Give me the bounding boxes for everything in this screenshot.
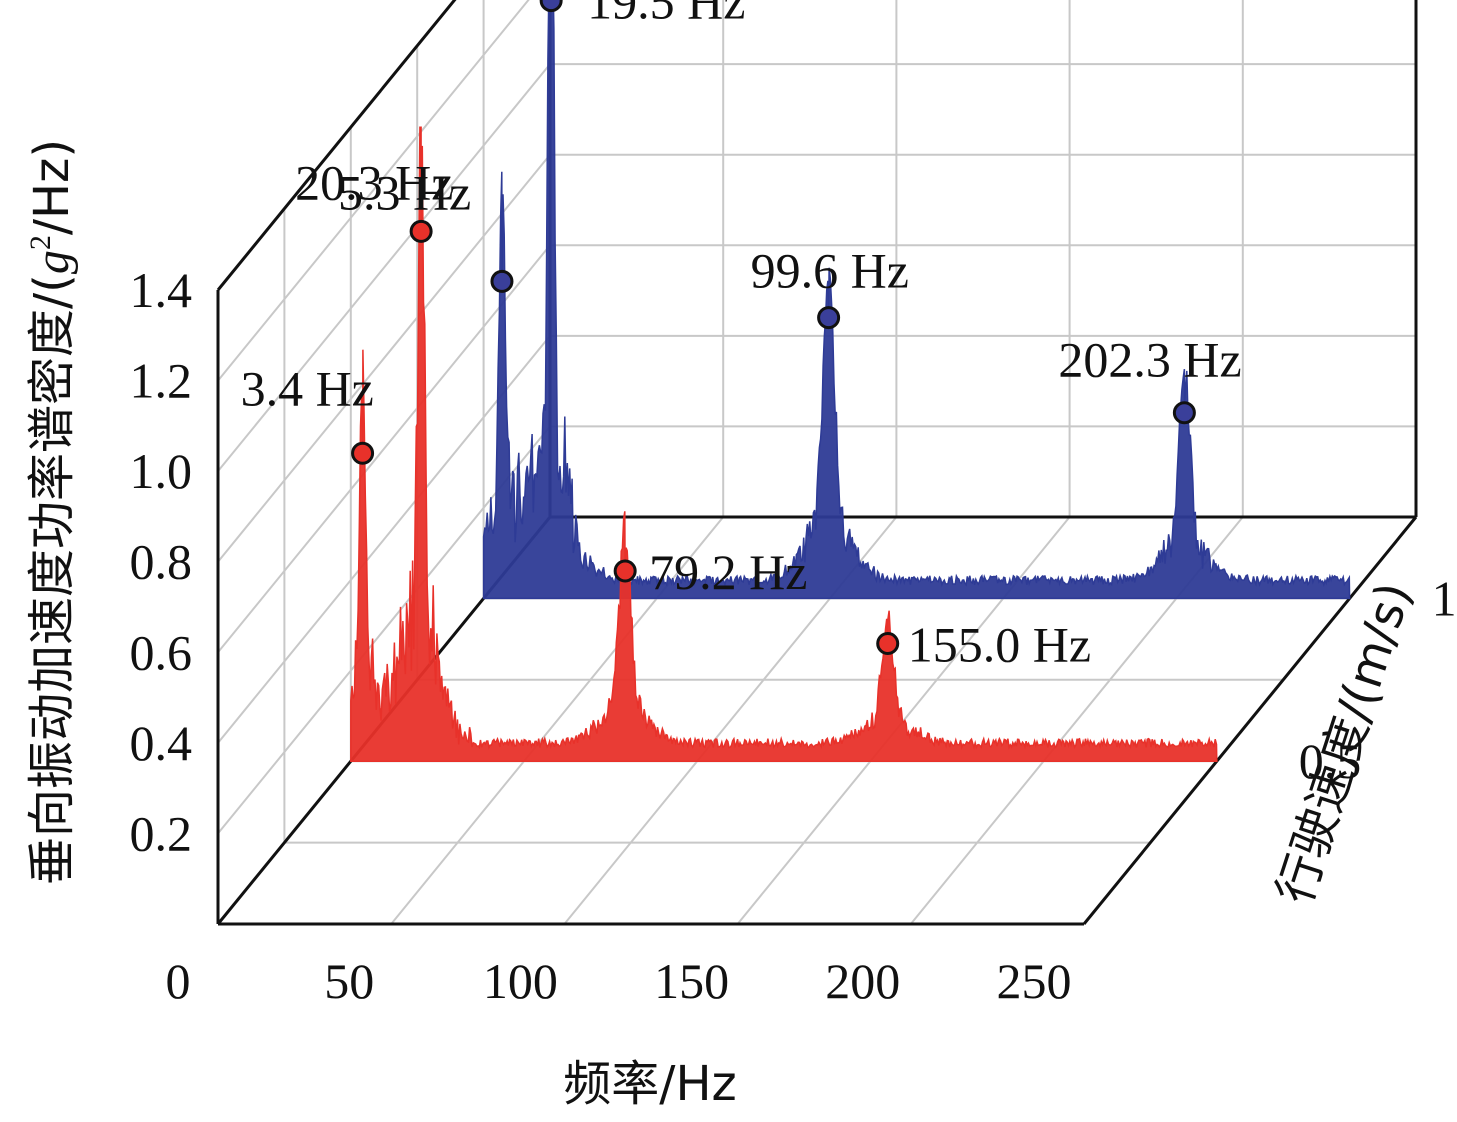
y-tick-label: 0.6 [130,624,193,680]
axes-frame [216,0,1418,926]
y-axis-title-suffix: /Hz) [24,139,80,235]
y-axis-title: 垂向振动加速度功率谱密度/(g2/Hz) [24,139,80,885]
peak-marker [613,559,637,583]
x-gridline [736,0,1071,925]
x-tick-label: 0 [166,953,191,1009]
y-tick-label: 1.4 [130,262,193,318]
y-tick-label: 1.0 [130,443,193,499]
y-axis-title-sup: 2 [24,235,57,250]
y-tick-label: 0.8 [130,534,193,590]
z-tick-label: 0.5 [1299,733,1362,789]
x-gridline [1083,0,1417,925]
frame-edge [1082,516,1418,925]
peak-label: 155.0 Hz [908,616,1091,672]
y-tick-label: 0.4 [130,715,193,771]
x-tick-label: 100 [483,953,558,1009]
y-tick-label: 1.2 [130,353,193,409]
series-layer [350,0,1351,762]
peak-label: 19.5 Hz [587,0,745,30]
y-tick-label: 0.2 [130,805,193,861]
y-axis-title-prefix: 垂向振动加速度功率谱密度/( [24,274,80,885]
peak-marker [539,0,563,13]
z-tick-label: 1.0 [1432,570,1457,626]
frame-edge [216,0,457,291]
x-gridline [910,0,1244,925]
z-gridline [482,0,1350,600]
peak-marker [817,306,841,330]
x-axis-title: 频率/Hz [563,1056,736,1112]
series-trace-0.5 [350,126,1218,762]
x-tick-label: 250 [997,953,1072,1009]
label-layer: 0 50 100 150 200 250 0.2 0.4 0.6 0.8 1.0 1.2 1.4 0.5 1… [130,0,1457,1009]
x-tick-label: 200 [825,953,900,1009]
peak-marker [876,631,900,655]
peak-label: 79.2 Hz [649,544,807,600]
peak-label: 3.4 Hz [241,360,374,416]
y-axis-title-italic: g [26,250,79,274]
x-tick-label: 50 [324,953,374,1009]
peak-marker [409,219,433,243]
peak-label: 99.6 Hz [751,243,909,299]
peak-marker [351,441,375,465]
peak-label: 5.3 Hz [338,164,471,220]
peak-marker [490,269,514,293]
grid-layer [217,0,1417,925]
x-tick-label: 150 [654,953,729,1009]
x-gridline [563,0,898,925]
peak-label: 202.3 Hz [1058,332,1241,388]
peak-label: 20.3 Hz [295,154,453,210]
y-gridline [217,0,530,382]
peak-marker [1172,401,1196,425]
z-axis-title: 行驶速度/(m/s) [1267,576,1423,911]
series-trace-1 [482,0,1351,600]
